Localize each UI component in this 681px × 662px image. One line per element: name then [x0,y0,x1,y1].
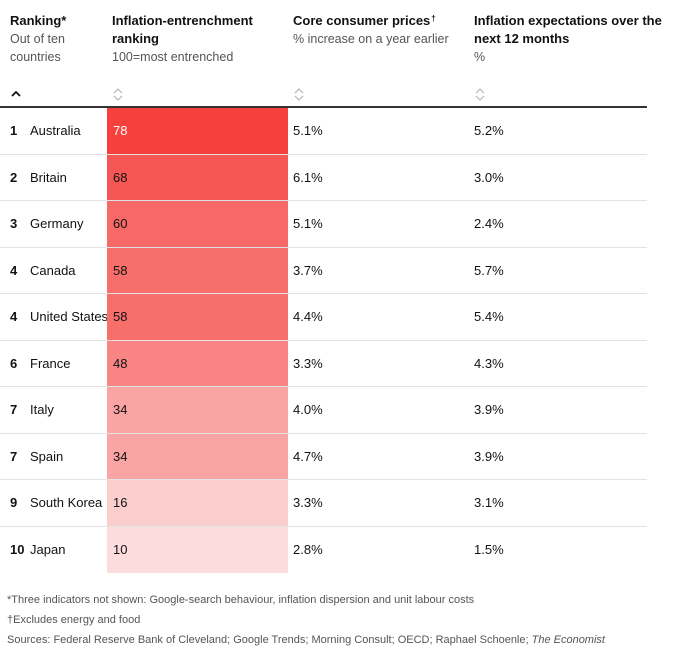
table-row: 4 Canada 58 3.7% 5.7% [0,247,647,294]
table-row: 2 Britain 68 6.1% 3.0% [0,154,647,201]
footnote-excludes: †Excludes energy and food [7,614,141,626]
sort-updown-icon[interactable] [112,86,124,102]
entrenchment-score-cell: 34 [107,433,288,479]
entrenchment-title: Inflation-entrenchment ranking [112,13,253,46]
footnote-indicators: *Three indicators not shown: Google-sear… [7,594,475,606]
entrenchment-score-cell: 58 [107,247,288,293]
core-prices-cell: 2.8% [293,542,323,558]
column-header-ranking[interactable]: Ranking* Out of ten countries [10,12,100,66]
footnote-sources: Sources: Federal Reserve Bank of Clevela… [7,634,605,646]
expectations-cell: 1.5% [474,542,504,558]
expectations-cell: 5.4% [474,309,504,325]
core-prices-cell: 3.3% [293,355,323,371]
country-cell: Japan [30,542,66,558]
country-cell: Australia [30,123,81,139]
rank-cell: 7 [10,448,18,464]
country-cell: Italy [30,402,54,418]
entrenchment-score-cell: 48 [107,340,288,386]
expectations-cell: 5.2% [474,123,504,139]
entrenchment-score-cell: 68 [107,154,288,200]
core-prices-subtitle: % increase on a year earlier [293,32,449,46]
expectations-cell: 3.0% [474,169,504,185]
caret-up-icon[interactable] [10,86,22,102]
table-row: 10 Japan 10 2.8% 1.5% [0,526,647,573]
entrenchment-score-cell: 60 [107,201,288,247]
core-prices-cell: 4.7% [293,448,323,464]
country-cell: France [30,355,71,371]
header-rule [0,106,647,108]
expectations-subtitle: % [474,50,486,64]
table-row: 1 Australia 78 5.1% 5.2% [0,108,647,155]
table-row: 3 Germany 60 5.1% 2.4% [0,201,647,248]
table-row: 6 France 48 3.3% 4.3% [0,340,647,387]
table-row: 7 Spain 34 4.7% 3.9% [0,433,647,480]
column-header-core-prices[interactable]: Core consumer prices† % increase on a ye… [293,12,468,48]
rank-cell: 7 [10,402,18,418]
core-prices-cell: 3.3% [293,495,323,511]
sort-updown-icon[interactable] [293,86,305,102]
core-prices-cell: 5.1% [293,216,323,232]
rank-cell: 10 [10,542,25,558]
dagger-mark: † [431,14,436,23]
rank-cell: 6 [10,355,18,371]
entrenchment-score-cell: 34 [107,387,288,433]
ranking-subtitle: Out of ten countries [10,32,65,64]
entrenchment-score-cell: 58 [107,294,288,340]
entrenchment-score-cell: 78 [107,108,288,154]
expectations-title: Inflation expectations over the next 12 … [474,13,662,46]
expectations-cell: 2.4% [474,216,504,232]
expectations-cell: 3.9% [474,402,504,418]
core-prices-cell: 3.7% [293,262,323,278]
rank-cell: 2 [10,169,18,185]
rank-cell: 4 [10,262,18,278]
entrenchment-score-cell: 10 [107,526,288,573]
country-cell: Spain [30,448,64,464]
table-row: 7 Italy 34 4.0% 3.9% [0,387,647,434]
rank-cell: 9 [10,495,18,511]
expectations-cell: 3.1% [474,495,504,511]
core-prices-cell: 6.1% [293,169,323,185]
country-cell: United States [30,309,109,325]
rank-cell: 4 [10,309,18,325]
country-cell: Germany [30,216,84,232]
expectations-cell: 4.3% [474,355,504,371]
sort-updown-icon[interactable] [474,86,486,102]
column-header-expectations[interactable]: Inflation expectations over the next 12 … [474,12,674,66]
expectations-cell: 3.9% [474,448,504,464]
core-prices-cell: 4.0% [293,402,323,418]
source-economist: The Economist [531,634,605,646]
rank-cell: 1 [10,123,18,139]
country-cell: Canada [30,262,76,278]
core-prices-title: Core consumer prices† [293,13,436,28]
core-prices-cell: 4.4% [293,309,323,325]
column-header-entrenchment[interactable]: Inflation-entrenchment ranking 100=most … [112,12,287,66]
entrenchment-subtitle: 100=most entrenched [112,50,234,64]
country-cell: Britain [30,169,67,185]
table-row: 4 United States 58 4.4% 5.4% [0,294,647,341]
expectations-cell: 5.7% [474,262,504,278]
ranking-title: Ranking* [10,13,67,28]
table-row: 9 South Korea 16 3.3% 3.1% [0,480,647,527]
table-body: 1 Australia 78 5.1% 5.2% 2 Britain 68 6.1% 3.0% 3 G… [0,108,647,573]
country-cell: South Korea [30,495,103,511]
core-prices-cell: 5.1% [293,123,323,139]
entrenchment-score-cell: 16 [107,480,288,526]
rank-cell: 3 [10,216,18,232]
